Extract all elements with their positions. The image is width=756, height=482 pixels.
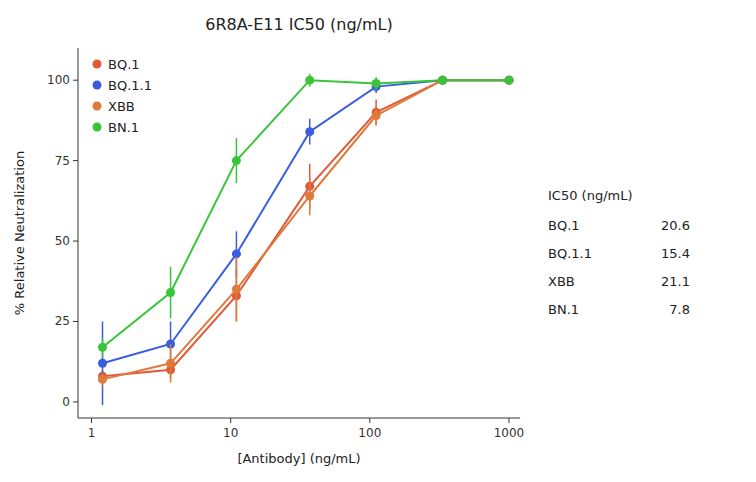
x-tick [230,418,231,423]
series-line [103,80,509,376]
y-axis-label: % Relative Neutralization [12,151,27,315]
x-tick-label: 100 [358,426,381,440]
y-tick-label: 25 [55,314,70,328]
legend-marker [93,60,102,69]
x-axis-label: [Antibody] (ng/mL) [237,451,360,466]
data-point [305,76,314,85]
data-point [98,359,107,368]
table-value: 20.6 [661,218,690,233]
legend-label: XBB [108,99,135,114]
series-line [103,80,509,347]
x-tick [91,418,92,423]
data-point [504,76,513,85]
table-value: 7.8 [669,302,690,317]
title: 6R8A-E11 IC50 (ng/mL) [205,15,392,34]
table-label: BQ.1.1 [548,246,592,261]
data-point [504,76,513,85]
data-point [372,111,381,120]
y-tick [73,401,78,402]
data-point [438,76,447,85]
x-axis-line [78,418,520,419]
data-point [232,249,241,258]
data-point [166,359,175,368]
data-point [438,76,447,85]
table-label: XBB [548,274,575,289]
legend-label: BQ.1 [108,57,140,72]
table-label: BN.1 [548,302,579,317]
y-tick [73,241,78,242]
plot-area [98,74,513,405]
y-tick-label: 100 [47,73,70,87]
data-point [305,127,314,136]
table-label: BQ.1 [548,218,580,233]
legend-marker [93,123,102,132]
data-point [232,285,241,294]
y-axis-line [78,48,79,418]
y-tick-label: 75 [55,154,70,168]
data-point [504,76,513,85]
x-tick-label: 1000 [494,426,525,440]
x-tick-label: 1 [88,426,96,440]
y-tick [73,321,78,322]
data-point [372,79,381,88]
data-point [98,343,107,352]
chart: 6R8A-E11 IC50 (ng/mL) 0 25 50 75 100 1 10 100 100… [0,0,756,482]
data-point [504,76,513,85]
y-tick [73,160,78,161]
legend-label: BN.1 [108,120,139,135]
data-point [232,156,241,165]
data-point [305,192,314,201]
x-tick-label: 10 [223,426,238,440]
series-line [103,80,509,379]
table-title: IC50 (ng/mL) [548,188,633,203]
y-tick-label: 50 [55,234,70,248]
table-value: 21.1 [661,274,690,289]
data-point [166,288,175,297]
table-value: 15.4 [661,246,690,261]
y-tick [73,80,78,81]
series-line [103,80,509,363]
data-point [438,76,447,85]
data-point [438,76,447,85]
x-tick [369,418,370,423]
x-tick [508,418,509,423]
legend-marker [93,102,102,111]
legend-marker [93,81,102,90]
legend-label: BQ.1.1 [108,78,152,93]
y-tick-label: 0 [62,395,70,409]
legend: BQ.1 BQ.1.1 XBB BN.1 [93,57,152,135]
data-point [98,375,107,384]
